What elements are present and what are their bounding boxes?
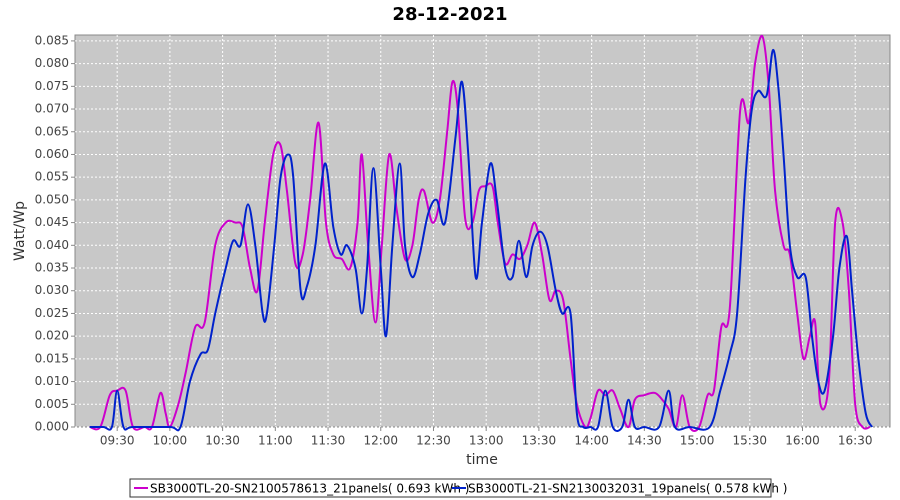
x-tick-label: 15:30 xyxy=(732,434,767,448)
y-tick-label: 0.020 xyxy=(35,329,69,343)
y-tick-label: 0.050 xyxy=(35,192,69,206)
x-tick-label: 10:00 xyxy=(153,434,188,448)
x-tick-label: 10:30 xyxy=(205,434,240,448)
legend-label: SB3000TL-20-SN2100578613_21panels( 0.693… xyxy=(150,482,469,496)
y-tick-label: 0.080 xyxy=(35,56,69,70)
x-tick-label: 12:30 xyxy=(416,434,451,448)
y-tick-label: 0.055 xyxy=(35,170,69,184)
y-tick-label: 0.040 xyxy=(35,238,69,252)
y-tick-label: 0.060 xyxy=(35,147,69,161)
x-tick-label: 16:30 xyxy=(838,434,873,448)
y-tick-label: 0.085 xyxy=(35,33,69,47)
x-tick-label: 15:00 xyxy=(680,434,715,448)
y-tick-label: 0.045 xyxy=(35,215,69,229)
y-tick-label: 0.025 xyxy=(35,306,69,320)
x-tick-label: 13:00 xyxy=(469,434,504,448)
y-tick-label: 0.015 xyxy=(35,351,69,365)
x-tick-label: 14:00 xyxy=(574,434,609,448)
x-tick-label: 09:30 xyxy=(100,434,135,448)
x-tick-label: 16:00 xyxy=(785,434,820,448)
x-tick-label: 13:30 xyxy=(522,434,557,448)
y-axis-label: Watt/Wp xyxy=(12,201,28,261)
y-tick-label: 0.000 xyxy=(35,420,69,434)
x-tick-label: 11:30 xyxy=(311,434,346,448)
x-tick-label: 14:30 xyxy=(627,434,662,448)
y-tick-label: 0.075 xyxy=(35,79,69,93)
chart-title: 28-12-2021 xyxy=(392,4,507,25)
x-tick-label: 11:00 xyxy=(258,434,293,448)
legend-label: SB3000TL-21-SN2130032031_19panels( 0.578… xyxy=(468,482,787,496)
y-tick-label: 0.070 xyxy=(35,102,69,116)
y-tick-label: 0.010 xyxy=(35,374,69,388)
x-axis-label: time xyxy=(466,452,498,468)
y-tick-label: 0.030 xyxy=(35,283,69,297)
y-tick-label: 0.065 xyxy=(35,124,69,138)
x-tick-label: 12:00 xyxy=(363,434,398,448)
y-tick-label: 0.005 xyxy=(35,397,69,411)
y-tick-label: 0.035 xyxy=(35,261,69,275)
series-line xyxy=(89,48,873,432)
legend-box xyxy=(129,478,772,498)
